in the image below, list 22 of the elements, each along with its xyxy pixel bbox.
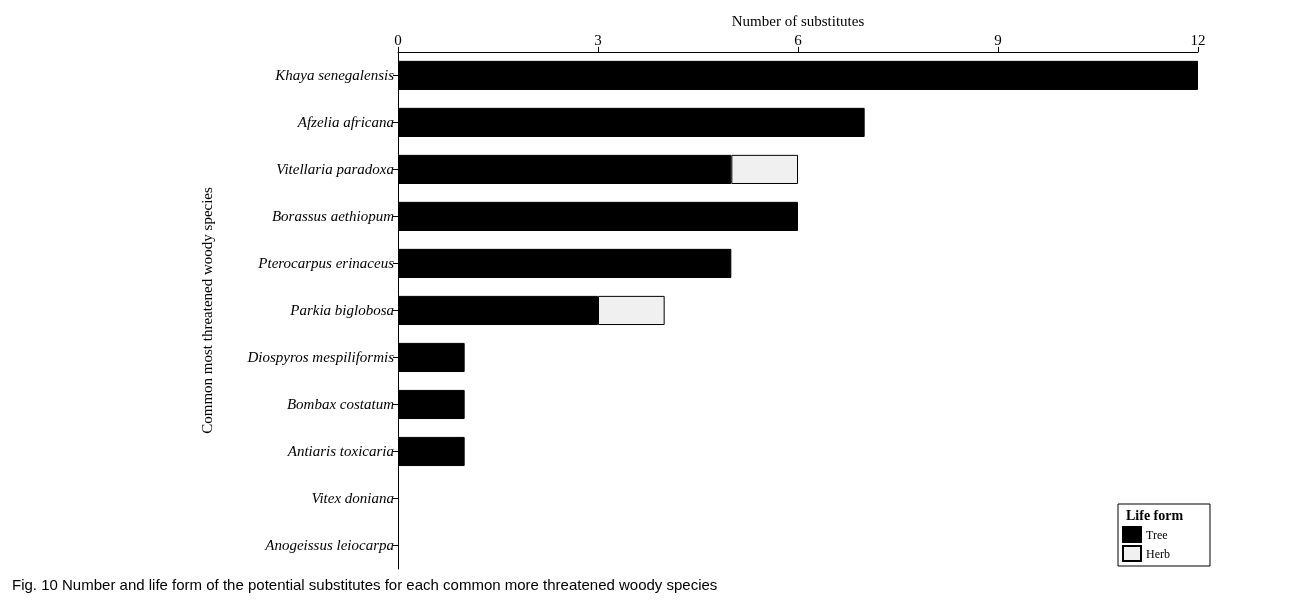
- y-tick-label: Bombax costatum: [286, 396, 395, 413]
- y-tick-label: Vitex doniana: [311, 490, 394, 507]
- y-tick-label: Vitellaria paradoxa: [276, 161, 394, 178]
- y-tick-label: Afzelia africana: [296, 114, 394, 131]
- caption: Fig. 10 Number and life form of the potential substitutes for each common more threatened woody species: [12, 576, 718, 593]
- y-tick-label: Parkia biglobosa: [289, 302, 394, 319]
- legend-title: Life form: [1126, 507, 1184, 523]
- y-tick-label: Pterocarpus erinaceus: [257, 255, 395, 272]
- x-tick-label: 3: [594, 32, 602, 49]
- y-tick-label: Khaya senegalensis: [274, 67, 395, 84]
- y-tick-label: Diospyros mespiliformis: [246, 349, 395, 366]
- x-tick-label: 0: [394, 32, 402, 49]
- x-axis-title: Number of substitutes: [731, 12, 865, 29]
- y-tick-label: Antiaris toxicaria: [286, 443, 394, 460]
- y-axis-title: Common most threatened woody species: [198, 186, 215, 434]
- x-tick-label: 12: [1190, 32, 1206, 49]
- legend-label: Tree: [1146, 527, 1168, 542]
- x-tick-label: 9: [994, 32, 1002, 49]
- legend-label: Herb: [1146, 546, 1170, 561]
- y-tick-label: Anogeissus leiocarpa: [264, 537, 394, 554]
- x-tick-label: 6: [794, 32, 803, 49]
- y-tick-label: Borassus aethiopum: [271, 208, 395, 225]
